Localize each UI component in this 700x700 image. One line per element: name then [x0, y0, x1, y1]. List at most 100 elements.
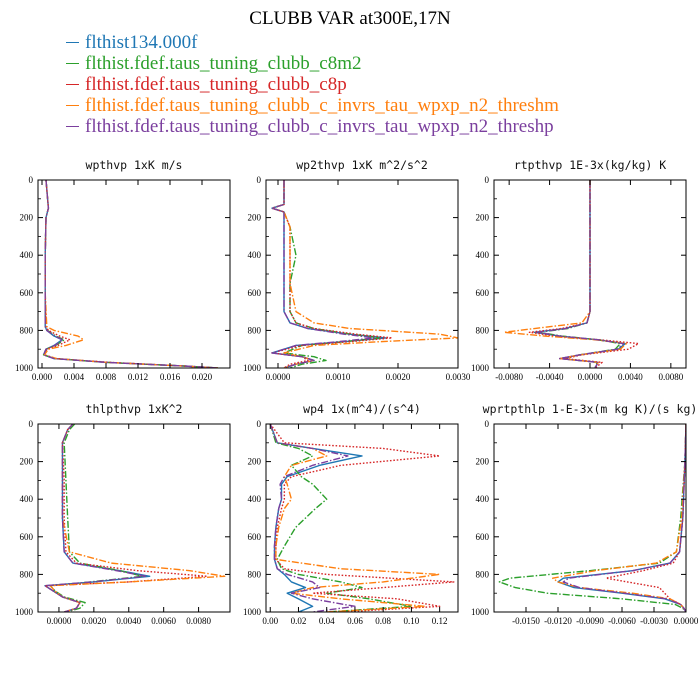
panel-3-series-2 [538, 180, 622, 368]
panel-1-ytick-label: 200 [20, 213, 34, 223]
panel-3-ytick-label: 800 [476, 325, 490, 335]
panel-3-xtick-label: -0.0080 [495, 372, 523, 382]
panel-4-xtick-label: 0.0020 [81, 616, 106, 626]
panel-4-ytick-label: 200 [20, 457, 34, 467]
panel-2-series-5 [271, 180, 375, 368]
panel-1-ytick-label: 800 [20, 325, 34, 335]
panel-3-title: rtpthvp 1E-3x(kg/kg) K [514, 158, 666, 172]
panel-2-xtick-label: 0.0010 [326, 372, 351, 382]
panel-5-xtick-label: 0.04 [319, 616, 335, 626]
legend-label-4: flthist.fdef.taus_tuning_clubb_c_invrs_t… [85, 94, 559, 116]
panel-2-ytick-label: 600 [248, 288, 262, 298]
panel-4-xtick-label: 0.0040 [116, 616, 141, 626]
panel-4: thlpthvp 1xK^2 0 200 400 600 800 1000 0.0000 0.0… [15, 402, 231, 626]
panel-5-series-3 [269, 424, 455, 612]
panel-6-ytick-label: 600 [476, 532, 490, 542]
panel-6-series-1 [557, 424, 686, 612]
panel-6: wprtpthlp 1-E-3x(m kg K)/(s kg) 0 200 400 60… [471, 402, 699, 626]
panel-6-series-4 [551, 424, 686, 612]
panel-5-ytick-label: 200 [248, 457, 262, 467]
panel-3-series-5 [536, 180, 625, 368]
legend-entry-4: flthist.fdef.taus_tuning_clubb_c_invrs_t… [66, 95, 559, 116]
legend-label-2: flthist.fdef.taus_tuning_clubb_c8m2 [85, 52, 362, 74]
panel-3-xtick-label: -0.0040 [536, 372, 564, 382]
panel-2-title: wp2thvp 1xK m^2/s^2 [296, 158, 428, 172]
panel-6-series-2 [498, 424, 686, 612]
panel-6-xtick-label: -0.0090 [576, 616, 604, 626]
panel-1-xtick-label: 0.016 [160, 372, 181, 382]
panel-2-xtick-label: 0.0020 [386, 372, 411, 382]
panel-5-ytick-label: 1000 [243, 607, 262, 617]
legend-label-1: flthist134.000f [85, 31, 198, 53]
panel-5-series-5 [269, 424, 356, 612]
legend-swatch-4 [66, 105, 79, 106]
panel-6-ytick-label: 0 [485, 419, 490, 429]
panel-2-ytick-label: 1000 [243, 363, 262, 373]
panel-2-ytick-label: 400 [248, 250, 262, 260]
panel-3-xtick-label: 0.0080 [658, 372, 683, 382]
panel-1-series-5 [42, 180, 219, 368]
panel-3-ytick-label: 0 [485, 175, 490, 185]
panel-4-ytick-label: 400 [20, 494, 34, 504]
panel-5-series-1 [269, 424, 363, 612]
panel-6-series-3 [605, 424, 686, 612]
panel-1-frame [37, 179, 231, 369]
panel-5-ytick-label: 0 [257, 419, 262, 429]
legend-swatch-5 [66, 126, 79, 127]
panel-5-series-2 [269, 424, 413, 612]
panel-5-xtick-label: 0.06 [347, 616, 363, 626]
panel-2-ytick-label: 0 [257, 175, 262, 185]
panel-4-xtick-label: 0.0080 [186, 616, 211, 626]
panel-5-xtick-label: 0.12 [432, 616, 448, 626]
panel-2-xtick-label: 0.0030 [446, 372, 471, 382]
panel-3-series-3 [528, 180, 640, 368]
panel-1-title: wpthvp 1xK m/s [86, 158, 183, 172]
panel-4-series-5 [44, 424, 147, 612]
panel-3-ytick-label: 600 [476, 288, 490, 298]
panel-5-ytick-label: 400 [248, 494, 262, 504]
legend: flthist134.000f flthist.fdef.taus_tuning… [66, 32, 559, 137]
panel-1-xtick-label: 0.008 [96, 372, 117, 382]
panel-1-xtick-label: 0.020 [192, 372, 213, 382]
legend-entry-3: flthist.fdef.taus_tuning_clubb_c8p [66, 74, 559, 95]
panel-3-series-1 [533, 180, 627, 368]
panel-4-ytick-label: 800 [20, 569, 34, 579]
legend-swatch-3 [66, 84, 79, 85]
panel-6-series-5 [562, 424, 686, 612]
panel-4-ytick-label: 1000 [15, 607, 34, 617]
panel-1-series-3 [43, 180, 219, 368]
legend-entry-2: flthist.fdef.taus_tuning_clubb_c8m2 [66, 53, 559, 74]
panel-2-series-2 [271, 180, 381, 368]
panel-5-xtick-label: 0.02 [291, 616, 307, 626]
panel-5-xtick-label: 0.10 [404, 616, 420, 626]
panel-2-ytick-label: 800 [248, 325, 262, 335]
panel-4-title: thlpthvp 1xK^2 [86, 402, 183, 416]
panel-1-ytick-label: 600 [20, 288, 34, 298]
panel-6-xtick-label: -0.0120 [544, 616, 572, 626]
panel-6-xtick-label: 0.0000 [674, 616, 699, 626]
panel-2-ytick-label: 200 [248, 213, 262, 223]
panel-3-ytick-label: 200 [476, 213, 490, 223]
panel-3-ytick-label: 400 [476, 250, 490, 260]
panel-6-ytick-label: 400 [476, 494, 490, 504]
legend-label-5: flthist.fdef.taus_tuning_clubb_c_invrs_t… [85, 115, 554, 137]
panel-6-xtick-label: -0.0060 [608, 616, 636, 626]
panel-6-ytick-label: 200 [476, 457, 490, 467]
panel-1-xtick-label: 0.012 [128, 372, 148, 382]
panel-1-ytick-label: 1000 [15, 363, 34, 373]
panel-3-xtick-label: 0.0000 [578, 372, 603, 382]
panel-1-xtick-label: 0.004 [64, 372, 85, 382]
panel-6-ytick-label: 1000 [471, 607, 490, 617]
panel-3-xtick-label: 0.0040 [618, 372, 643, 382]
panel-5-xtick-label: 0.00 [262, 616, 278, 626]
panel-1-series-4 [43, 180, 219, 368]
panel-5-ytick-label: 600 [248, 532, 262, 542]
panel-5-ytick-label: 800 [248, 569, 262, 579]
panel-5-series-4 [269, 424, 441, 612]
panel-6-xtick-label: -0.0150 [512, 616, 540, 626]
panel-6-frame [493, 423, 687, 613]
